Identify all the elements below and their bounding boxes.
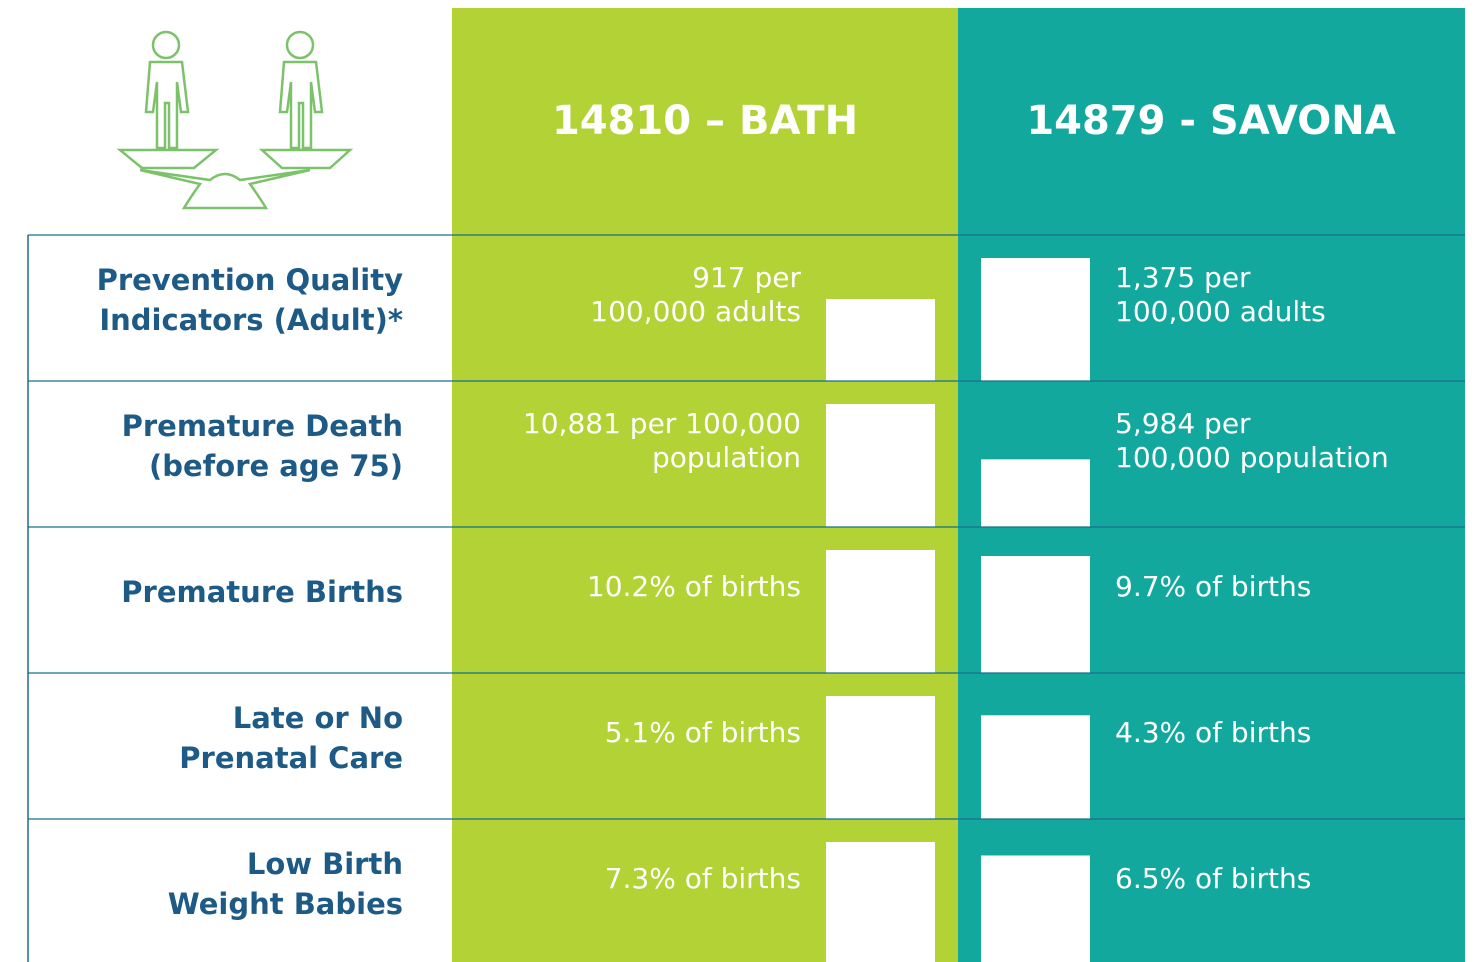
value-text: population: [652, 441, 801, 474]
value-bar: [826, 404, 935, 527]
row-label: Low Birth: [247, 847, 403, 881]
value-text: 1,375 per: [1115, 261, 1251, 294]
row-label: Prevention Quality: [97, 263, 404, 297]
value-bar: [981, 258, 1090, 381]
value-text: 6.5% of births: [1115, 862, 1311, 895]
value-text: 7.3% of births: [605, 862, 801, 895]
row-label: (before age 75): [149, 449, 403, 483]
value-bar: [981, 855, 1090, 962]
value-text: 9.7% of births: [1115, 570, 1311, 603]
value-text: 5.1% of births: [605, 716, 801, 749]
value-text: 100,000 adults: [1115, 295, 1326, 328]
value-bar: [826, 550, 935, 673]
row-label: Premature Births: [121, 575, 403, 609]
row-label: Late or No: [233, 701, 403, 735]
value-bar: [981, 715, 1090, 819]
value-bar: [981, 556, 1090, 673]
value-bar: [826, 298, 935, 381]
value-bar: [826, 842, 935, 962]
value-text: 917 per: [692, 261, 801, 294]
value-bar: [981, 459, 1090, 527]
row-label: Prenatal Care: [179, 741, 403, 775]
value-text: 4.3% of births: [1115, 716, 1311, 749]
row-label: Indicators (Adult)*: [99, 303, 403, 337]
value-text: 100,000 population: [1115, 441, 1389, 474]
rows: Prevention Quality Indicators (Adult)* 917…: [28, 234, 1465, 962]
value-text: 10.2% of births: [587, 570, 801, 603]
row-label: Premature Death: [122, 409, 403, 443]
header-bath: 14810 – BATH: [552, 98, 858, 144]
value-text: 100,000 adults: [590, 295, 801, 328]
scale-icon: [116, 30, 354, 210]
row-label: Weight Babies: [168, 887, 403, 921]
value-text: 10,881 per 100,000: [523, 407, 801, 440]
value-text: 5,984 per: [1115, 407, 1251, 440]
value-bar: [826, 696, 935, 819]
header-savona: 14879 - SAVONA: [1026, 98, 1395, 144]
